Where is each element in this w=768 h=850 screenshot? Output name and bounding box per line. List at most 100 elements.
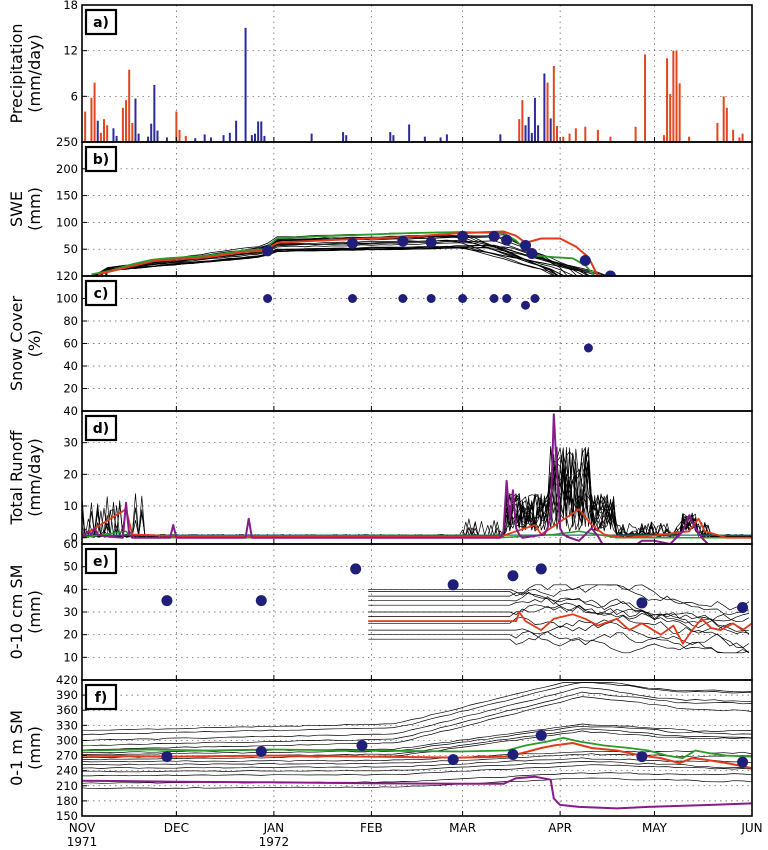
obs-point	[636, 597, 648, 609]
y-tick-label: 20	[63, 628, 78, 642]
y-tick-label: 420	[56, 673, 78, 687]
precip-bar-snow	[257, 121, 260, 142]
obs-point	[458, 294, 468, 303]
precip-bar-rain	[666, 58, 669, 142]
panel-label-box	[84, 414, 118, 442]
y-tick-label: 360	[56, 703, 78, 717]
model-run-line	[368, 615, 750, 649]
precip-bar-snow	[408, 124, 411, 142]
obs-point	[521, 300, 531, 310]
x-tick-label: MAY	[642, 821, 668, 835]
precip-bar-rain	[521, 100, 524, 142]
precip-bar-rain	[131, 122, 134, 142]
precip-bar-rain	[103, 119, 106, 142]
x-tick-label: APR	[548, 821, 572, 835]
obs-point	[501, 234, 513, 246]
precip-bar-rain	[738, 137, 741, 142]
panel-frame	[81, 141, 753, 277]
red-model-line	[97, 230, 599, 276]
precip-bar-rain	[552, 65, 555, 142]
precip-bar-rain	[675, 50, 678, 142]
precip-bar-rain	[121, 107, 124, 142]
obs-point	[348, 294, 358, 303]
precip-bar-rain	[178, 129, 181, 142]
y-tick-label: 240	[56, 764, 78, 778]
obs-point	[520, 239, 532, 251]
precip-bar-rain	[99, 132, 102, 142]
precip-bar-snow	[137, 133, 140, 142]
model-run-line	[82, 730, 752, 761]
y-axis-label-units: (mm)	[25, 726, 44, 770]
precip-bar-snow	[203, 134, 206, 142]
precip-bar-rain	[672, 50, 675, 142]
green-model-line	[82, 737, 752, 759]
panel-runoff: 0 10 20 30 40 d) Total Runoff (mm/day)	[7, 404, 753, 545]
precip-bar-snow	[96, 120, 99, 142]
precip-bar-snow	[263, 135, 266, 142]
precip-bar-snow	[423, 136, 426, 142]
obs-point	[425, 236, 437, 248]
precip-bar-snow	[228, 132, 231, 142]
precip-bar-rain	[634, 126, 637, 142]
obs-point	[161, 751, 173, 763]
y-axis-label: Total Runoff	[7, 430, 26, 526]
model-run-line	[368, 592, 749, 622]
y-tick-label: 50	[63, 242, 78, 256]
precip-bar-snow	[134, 98, 137, 142]
precip-bar-rain	[518, 119, 521, 142]
precip-bar-snow	[445, 134, 448, 142]
precip-bar-snow	[533, 97, 536, 142]
precip-bar-snow	[150, 123, 153, 142]
model-run-line	[82, 686, 752, 741]
precip-bar-snow	[115, 135, 118, 142]
panel-frame	[81, 4, 753, 143]
precip-bar-snow	[260, 121, 263, 142]
precip-bar-snow	[543, 73, 546, 142]
obs-point	[489, 294, 499, 303]
obs-point	[397, 235, 409, 247]
panel-label-box	[84, 8, 118, 36]
obs-point	[530, 294, 540, 303]
obs-point	[255, 595, 267, 607]
panel-sm10: 10 20 30 40 50 60 e) 0-10 cm SM (mm)	[7, 537, 753, 681]
precip-bar-snow	[156, 130, 159, 142]
precip-bar-rain	[84, 111, 87, 142]
x-tick-label: NOV	[69, 821, 96, 835]
y-tick-label: 300	[56, 733, 78, 747]
y-tick-label: 390	[56, 688, 78, 702]
plot-area-precip	[84, 27, 744, 142]
obs-point	[398, 294, 408, 303]
obs-point	[347, 237, 359, 249]
precip-bar-snow	[147, 136, 150, 142]
y-tick-label: 30	[63, 436, 78, 450]
precip-bar-rain	[722, 96, 725, 142]
obs-point	[426, 294, 436, 303]
model-run-line	[368, 596, 750, 635]
model-run-line	[368, 591, 749, 634]
precip-bar-rain	[106, 125, 109, 142]
y-tick-label: 80	[63, 314, 78, 328]
red-model-line	[368, 611, 752, 645]
x-tick-year: 1971	[67, 835, 98, 849]
panel-label: b)	[93, 152, 109, 168]
model-run-line	[82, 696, 752, 751]
y-axis-label-units: (mm/day)	[25, 34, 44, 112]
model-run-line	[368, 602, 750, 628]
precip-bar-snow	[530, 132, 533, 142]
x-tick-label: JAN	[263, 821, 285, 835]
obs-point	[447, 579, 459, 591]
precip-bar-snow	[244, 27, 247, 142]
obs-point	[636, 751, 648, 763]
precip-bar-rain	[584, 126, 587, 142]
model-run-line	[368, 584, 750, 616]
obs-point	[507, 749, 519, 761]
panel-label: e)	[93, 554, 109, 570]
precip-bar-rain	[93, 82, 96, 142]
y-tick-label: 20	[63, 467, 78, 481]
precip-bar-rain	[574, 128, 577, 142]
model-run-line	[97, 235, 560, 276]
y-tick-label: 330	[56, 718, 78, 732]
y-axis-label-units: (mm)	[25, 590, 44, 634]
